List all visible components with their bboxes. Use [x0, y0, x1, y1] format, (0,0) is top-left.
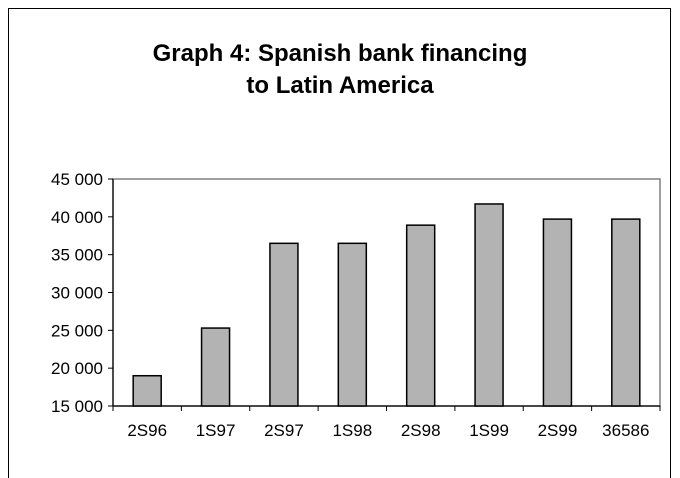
bar	[611, 218, 641, 407]
chart-title-line-1: Graph 4: Spanish bank financing	[152, 40, 528, 67]
y-tick-label: 35 000	[51, 246, 103, 265]
x-tick-label: 1S99	[469, 421, 509, 440]
y-tick-label: 20 000	[51, 359, 103, 378]
x-tick-label: 2S96	[127, 421, 167, 440]
y-tick-label: 15 000	[51, 397, 103, 416]
chart-title: Graph 4: Spanish bank financing to Latin…	[0, 38, 680, 102]
bar	[405, 224, 436, 407]
chart-frame	[8, 8, 671, 478]
x-tick-label: 36586	[602, 421, 649, 440]
plot-area	[112, 178, 661, 407]
chart-title-line-2: to Latin America	[246, 72, 434, 99]
y-tick-label: 25 000	[51, 321, 103, 340]
x-tick-label: 1S97	[196, 421, 236, 440]
bar	[542, 218, 573, 407]
bar	[200, 327, 231, 407]
bar	[337, 242, 368, 407]
x-tick-label: 1S98	[332, 421, 372, 440]
x-tick-label: 2S98	[401, 421, 441, 440]
x-tick-label: 2S99	[538, 421, 578, 440]
y-tick-label: 30 000	[51, 284, 103, 303]
bar	[474, 203, 504, 407]
x-tick-label: 2S97	[264, 421, 304, 440]
bar	[132, 374, 162, 407]
bar	[269, 242, 299, 407]
y-tick-label: 40 000	[51, 208, 103, 227]
y-tick-label: 45 000	[51, 170, 103, 189]
